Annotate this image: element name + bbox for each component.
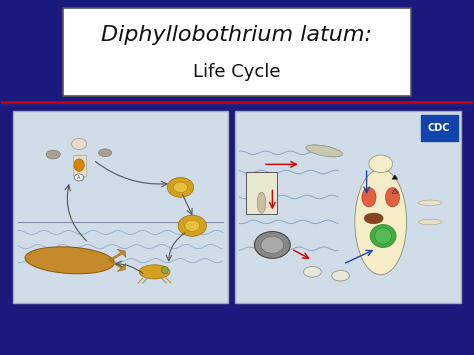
Ellipse shape (419, 219, 442, 225)
Ellipse shape (257, 192, 266, 213)
Circle shape (261, 236, 283, 253)
Bar (421, 115, 457, 141)
Text: CDC: CDC (428, 123, 450, 133)
Polygon shape (392, 175, 398, 179)
Circle shape (173, 182, 188, 193)
Text: Diphyllobothrium latum:: Diphyllobothrium latum: (101, 25, 373, 45)
Circle shape (178, 215, 206, 236)
Ellipse shape (362, 187, 376, 207)
Circle shape (74, 174, 84, 181)
Bar (246, 172, 277, 214)
Ellipse shape (370, 225, 396, 247)
Ellipse shape (355, 169, 407, 275)
Circle shape (167, 178, 194, 197)
Circle shape (255, 231, 290, 258)
Ellipse shape (74, 159, 84, 171)
Ellipse shape (303, 267, 321, 277)
Ellipse shape (364, 213, 383, 224)
Ellipse shape (99, 149, 112, 157)
Ellipse shape (139, 265, 170, 279)
Bar (235, 110, 461, 302)
Ellipse shape (332, 271, 350, 281)
Ellipse shape (375, 228, 392, 244)
Ellipse shape (419, 200, 442, 205)
Bar (63, 9, 411, 97)
Circle shape (72, 138, 87, 149)
FancyArrow shape (109, 260, 126, 272)
FancyArrow shape (73, 154, 86, 176)
Text: Life Cycle: Life Cycle (193, 63, 281, 81)
Ellipse shape (46, 150, 60, 159)
Ellipse shape (306, 145, 342, 157)
Ellipse shape (385, 187, 400, 207)
Text: A: A (77, 175, 81, 180)
Ellipse shape (25, 247, 114, 274)
Circle shape (369, 155, 392, 173)
Bar (13, 110, 228, 302)
Circle shape (185, 220, 200, 231)
Ellipse shape (162, 267, 168, 274)
FancyArrow shape (109, 249, 126, 261)
